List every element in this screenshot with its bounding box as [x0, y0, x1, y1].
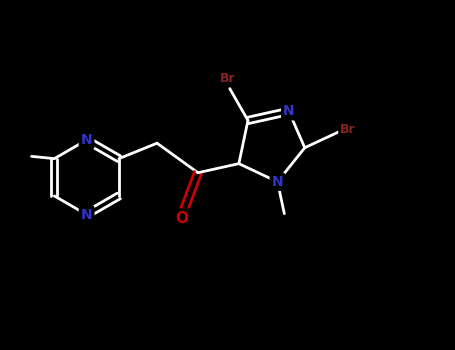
Text: N: N [81, 133, 92, 147]
Text: N: N [272, 175, 283, 189]
Text: Br: Br [220, 72, 235, 85]
Text: Br: Br [340, 123, 356, 136]
Text: O: O [176, 211, 188, 226]
Text: N: N [283, 104, 295, 118]
Text: N: N [81, 208, 92, 222]
